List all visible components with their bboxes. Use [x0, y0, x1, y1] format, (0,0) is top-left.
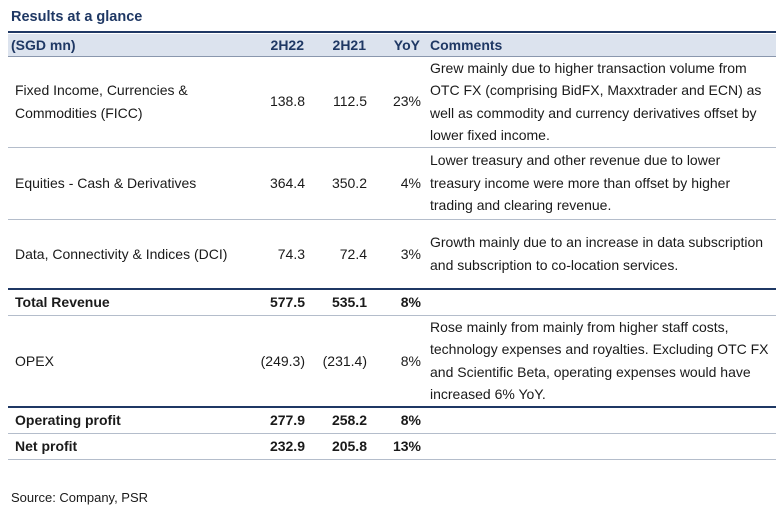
- table-row-total-revenue: Total Revenue 577.5 535.1 8%: [8, 289, 776, 316]
- header-label: (SGD mn): [8, 34, 244, 57]
- header-2h22: 2H22: [244, 34, 308, 57]
- table-row-dci: Data, Connectivity & Indices (DCI) 74.3 …: [8, 219, 776, 290]
- row-comment: [424, 407, 776, 434]
- row-comment: Grew mainly due to higher transaction vo…: [424, 56, 776, 148]
- row-label: Total Revenue: [8, 289, 244, 316]
- row-2h21: 112.5: [308, 56, 370, 148]
- row-2h21: 535.1: [308, 289, 370, 316]
- header-row: (SGD mn) 2H22 2H21 YoY Comments: [8, 34, 776, 57]
- row-2h22: 364.4: [244, 147, 308, 220]
- row-comment: Lower treasury and other revenue due to …: [424, 147, 776, 220]
- title-divider: [8, 31, 776, 33]
- row-2h22: 138.8: [244, 56, 308, 148]
- table-row-ficc: Fixed Income, Currencies & Commodities (…: [8, 56, 776, 148]
- row-yoy: 13%: [370, 433, 424, 460]
- row-comment: Growth mainly due to an increase in data…: [424, 219, 776, 290]
- row-2h21: 258.2: [308, 407, 370, 434]
- row-yoy: 8%: [370, 315, 424, 408]
- results-table: (SGD mn) 2H22 2H21 YoY Comments Fixed In…: [8, 34, 776, 460]
- row-2h22: 74.3: [244, 219, 308, 290]
- row-2h22: 277.9: [244, 407, 308, 434]
- header-yoy: YoY: [370, 34, 424, 57]
- row-2h22: (249.3): [244, 315, 308, 408]
- row-label: OPEX: [8, 315, 244, 408]
- row-comment: [424, 289, 776, 316]
- header-2h21: 2H21: [308, 34, 370, 57]
- table-row-net-profit: Net profit 232.9 205.8 13%: [8, 433, 776, 460]
- table-row-opex: OPEX (249.3) (231.4) 8% Rose mainly from…: [8, 315, 776, 408]
- table-row-operating-profit: Operating profit 277.9 258.2 8%: [8, 407, 776, 434]
- row-yoy: 3%: [370, 219, 424, 290]
- table-title: Results at a glance: [11, 9, 143, 25]
- row-yoy: 8%: [370, 407, 424, 434]
- row-2h21: 72.4: [308, 219, 370, 290]
- row-yoy: 23%: [370, 56, 424, 148]
- row-yoy: 4%: [370, 147, 424, 220]
- row-label: Equities - Cash & Derivatives: [8, 147, 244, 220]
- row-2h22: 232.9: [244, 433, 308, 460]
- row-2h21: (231.4): [308, 315, 370, 408]
- row-comment: Rose mainly from mainly from higher staf…: [424, 315, 776, 408]
- source-note: Source: Company, PSR: [11, 490, 149, 505]
- row-2h21: 350.2: [308, 147, 370, 220]
- row-2h21: 205.8: [308, 433, 370, 460]
- row-label: Operating profit: [8, 407, 244, 434]
- row-2h22: 577.5: [244, 289, 308, 316]
- row-comment: [424, 433, 776, 460]
- row-label: Data, Connectivity & Indices (DCI): [8, 219, 244, 290]
- header-comments: Comments: [424, 34, 776, 57]
- table-row-equities: Equities - Cash & Derivatives 364.4 350.…: [8, 147, 776, 220]
- row-yoy: 8%: [370, 289, 424, 316]
- row-label: Net profit: [8, 433, 244, 460]
- row-label: Fixed Income, Currencies & Commodities (…: [8, 56, 244, 148]
